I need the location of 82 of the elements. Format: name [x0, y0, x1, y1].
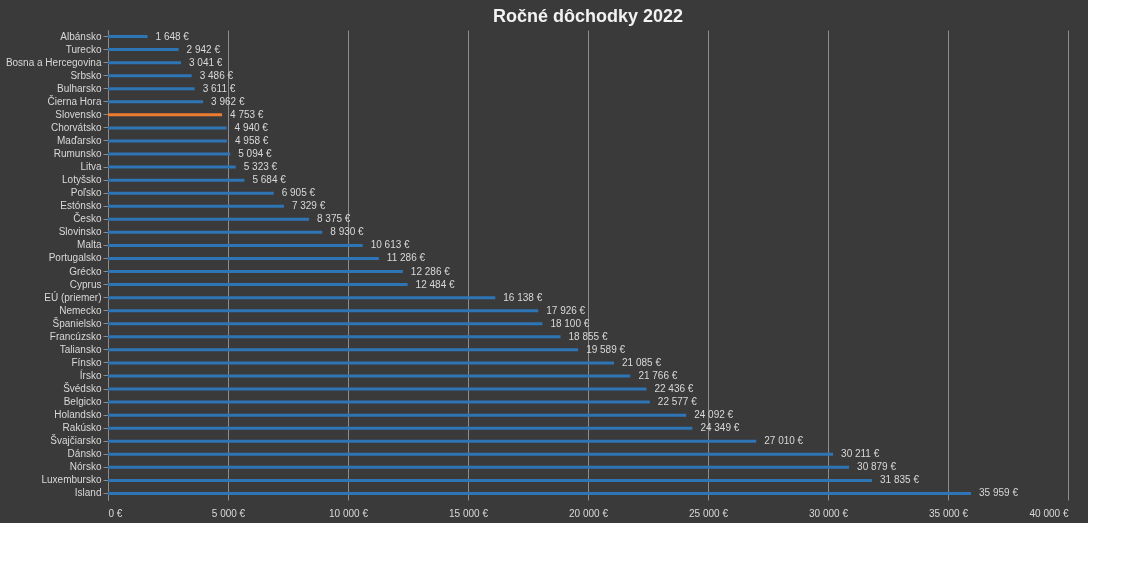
data-label: 3 041 € — [188, 56, 223, 68]
y-tick-label: Litva — [80, 161, 102, 173]
y-tick-label: Bosna a Hercegovina — [5, 56, 102, 68]
y-tick-label: Grécko — [69, 265, 102, 277]
data-label: 4 958 € — [234, 134, 269, 146]
x-tick-label: 40 000 € — [1029, 507, 1069, 519]
data-label: 31 835 € — [880, 474, 920, 486]
data-label: 21 766 € — [638, 369, 678, 381]
y-tick-label: Francúzsko — [49, 330, 102, 342]
data-label: 4 753 € — [230, 108, 264, 120]
data-label: 22 577 € — [657, 396, 698, 408]
data-label: 22 436 € — [654, 383, 694, 395]
data-label: 5 323 € — [243, 161, 278, 173]
data-label: 5 094 € — [238, 148, 273, 160]
chart-title: Ročné dôchodky 2022 — [492, 6, 684, 26]
y-tick-label: Turecko — [65, 43, 102, 55]
data-label: 11 286 € — [386, 252, 426, 264]
data-label: 16 138 € — [503, 291, 543, 303]
y-tick-label: Portugalsko — [48, 252, 102, 264]
data-label: 4 940 € — [234, 121, 269, 133]
data-label: 24 092 € — [694, 409, 734, 421]
x-tick-label: 5 000 € — [211, 507, 246, 519]
y-tick-label: Bulharsko — [57, 82, 102, 94]
y-tick-label: Maďarsko — [57, 134, 102, 146]
y-tick-label: Rakúsko — [62, 422, 102, 434]
y-tick-label: Taliansko — [59, 343, 102, 355]
y-tick-label: Fínsko — [71, 356, 102, 368]
y-tick-label: Írsko — [79, 368, 102, 381]
data-label: 3 962 € — [211, 95, 245, 107]
data-label: 8 930 € — [330, 226, 365, 238]
y-tick-label: Island — [74, 487, 102, 499]
data-label: 24 349 € — [700, 422, 740, 434]
y-tick-label: Holandsko — [54, 409, 102, 421]
x-tick-label: 25 000 € — [689, 507, 729, 519]
x-tick-label: 30 000 € — [809, 507, 849, 519]
y-tick-label: Čierna Hora — [47, 94, 102, 107]
y-tick-label: Lotyšsko — [62, 174, 102, 186]
y-tick-label: Chorvátsko — [50, 121, 102, 133]
data-label: 8 375 € — [317, 213, 351, 225]
data-label: 3 486 € — [199, 69, 234, 81]
data-label: 35 959 € — [979, 487, 1019, 499]
data-label: 18 855 € — [568, 330, 608, 342]
y-tick-label: Nemecko — [59, 304, 102, 316]
x-tick-label: 15 000 € — [449, 507, 489, 519]
x-tick-label: 35 000 € — [929, 507, 969, 519]
y-tick-label: Švajčiarsko — [50, 434, 102, 447]
data-label: 1 648 € — [155, 30, 190, 42]
y-tick-label: EÚ (priemer) — [44, 290, 102, 303]
x-tick-label: 10 000 € — [329, 507, 369, 519]
y-tick-label: Belgicko — [63, 396, 102, 408]
data-label: 12 286 € — [410, 265, 451, 277]
data-label: 12 484 € — [415, 278, 455, 290]
y-tick-label: Cyprus — [69, 278, 102, 290]
y-tick-label: Španielsko — [52, 316, 102, 329]
y-tick-label: Česko — [73, 212, 102, 225]
data-label: 5 684 € — [252, 174, 287, 186]
y-tick-label: Nórsko — [69, 461, 102, 473]
y-tick-label: Dánsko — [67, 448, 102, 460]
y-tick-label: Srbsko — [70, 69, 102, 81]
y-tick-label: Rumunsko — [53, 148, 102, 160]
data-label: 18 100 € — [550, 317, 590, 329]
y-tick-label: Malta — [77, 239, 102, 251]
data-label: 30 879 € — [857, 461, 897, 473]
x-tick-label: 0 € — [108, 507, 123, 519]
data-label: 2 942 € — [186, 43, 221, 55]
data-label: 21 085 € — [622, 356, 662, 368]
data-label: 27 010 € — [764, 435, 804, 447]
data-label: 6 905 € — [281, 187, 316, 199]
data-label: 30 211 € — [841, 448, 880, 460]
y-tick-label: Slovinsko — [58, 226, 102, 238]
data-label: 19 589 € — [586, 343, 626, 355]
data-label: 17 926 € — [546, 304, 586, 316]
x-tick-label: 20 000 € — [569, 507, 609, 519]
y-tick-label: Albánsko — [60, 30, 102, 42]
y-tick-label: Poľsko — [70, 187, 102, 199]
y-tick-label: Švédsko — [63, 382, 102, 395]
y-tick-label: Slovensko — [55, 108, 102, 120]
y-tick-label: Estónsko — [60, 200, 102, 212]
data-label: 3 611 € — [202, 82, 236, 94]
data-label: 10 613 € — [370, 239, 411, 251]
y-tick-label: Luxembursko — [41, 474, 102, 486]
data-label: 7 329 € — [291, 200, 326, 212]
